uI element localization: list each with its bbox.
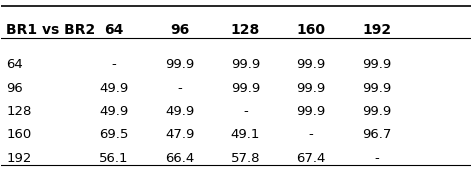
Text: 99.9: 99.9: [165, 58, 194, 71]
Text: 49.1: 49.1: [231, 129, 260, 141]
Text: -: -: [111, 58, 117, 71]
Text: 99.9: 99.9: [362, 58, 391, 71]
Text: BR1 vs BR2: BR1 vs BR2: [6, 23, 95, 37]
Text: 99.9: 99.9: [231, 82, 260, 95]
Text: 66.4: 66.4: [165, 152, 194, 165]
Text: 49.9: 49.9: [100, 82, 129, 95]
Text: 128: 128: [231, 23, 260, 37]
Text: 96: 96: [170, 23, 189, 37]
Text: 69.5: 69.5: [99, 129, 129, 141]
Text: 99.9: 99.9: [231, 58, 260, 71]
Text: 47.9: 47.9: [165, 129, 194, 141]
Text: 160: 160: [296, 23, 326, 37]
Text: 56.1: 56.1: [99, 152, 129, 165]
Text: 49.9: 49.9: [165, 105, 194, 118]
Text: 49.9: 49.9: [100, 105, 129, 118]
Text: 99.9: 99.9: [362, 82, 391, 95]
Text: -: -: [374, 152, 379, 165]
Text: 128: 128: [6, 105, 32, 118]
Text: 96.7: 96.7: [362, 129, 391, 141]
Text: 57.8: 57.8: [231, 152, 260, 165]
Text: 64: 64: [104, 23, 124, 37]
Text: -: -: [309, 129, 313, 141]
Text: 96: 96: [6, 82, 23, 95]
Text: 192: 192: [6, 152, 32, 165]
Text: 99.9: 99.9: [296, 58, 326, 71]
Text: 160: 160: [6, 129, 31, 141]
Text: 67.4: 67.4: [296, 152, 326, 165]
Text: 64: 64: [6, 58, 23, 71]
Text: -: -: [243, 105, 248, 118]
Text: 99.9: 99.9: [296, 82, 326, 95]
Text: -: -: [177, 82, 182, 95]
Text: 192: 192: [362, 23, 391, 37]
Text: 99.9: 99.9: [362, 105, 391, 118]
Text: 99.9: 99.9: [296, 105, 326, 118]
